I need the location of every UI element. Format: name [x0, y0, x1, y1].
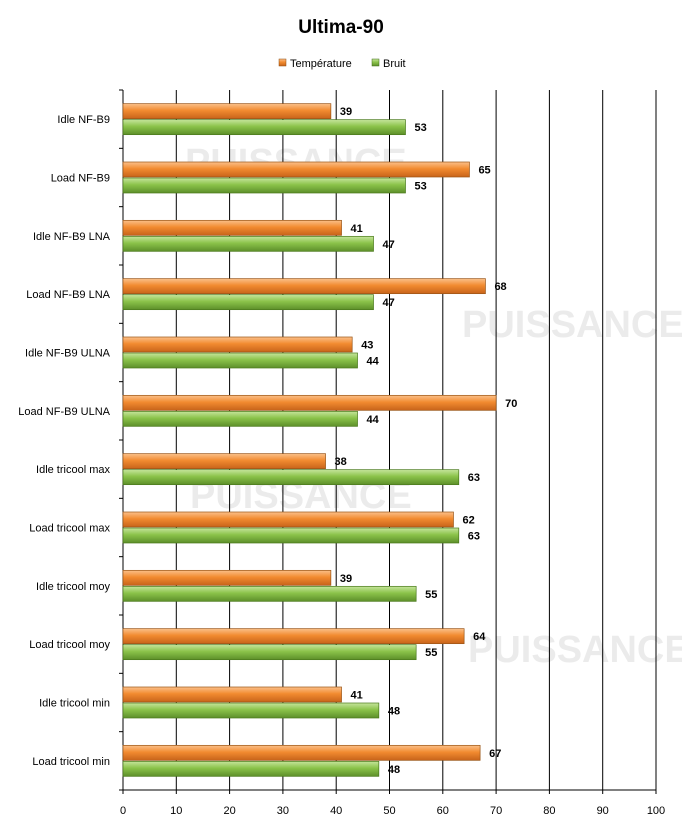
x-tick-label: 40	[330, 805, 342, 817]
data-label-bruit: 53	[414, 122, 426, 134]
legend-swatch-bruit	[371, 58, 380, 67]
bar-temperature	[122, 103, 332, 120]
bar-temperature	[122, 511, 454, 528]
data-label-temperature: 38	[335, 456, 347, 468]
data-label-temperature: 39	[340, 573, 352, 585]
category-label: Idle tricool moy	[36, 581, 110, 593]
bar-bruit	[122, 294, 374, 311]
x-tick-label: 100	[647, 805, 665, 817]
data-label-bruit: 63	[468, 472, 480, 484]
bar-bruit	[122, 527, 460, 544]
data-label-bruit: 44	[367, 414, 380, 426]
x-tick-label: 80	[543, 805, 555, 817]
bar-temperature	[122, 336, 353, 353]
bar-bruit	[122, 235, 374, 252]
watermark-text: PUISSANCE	[468, 629, 682, 671]
category-label: Idle tricool min	[39, 698, 110, 710]
x-tick-label: 60	[437, 805, 449, 817]
bar-temperature	[122, 744, 481, 761]
category-label: Load tricool max	[29, 523, 110, 535]
bar-bruit	[122, 585, 417, 602]
plot-area: 0 10 20 30 40 50 60 70 80 90 100 Idle NF-B9 39 53 Load…	[18, 89, 665, 817]
bar-temperature	[122, 686, 342, 703]
category-label: Idle NF-B9 LNA	[33, 231, 111, 243]
bar-bruit	[122, 644, 417, 661]
x-tick-label: 0	[120, 805, 126, 817]
data-label-bruit: 44	[367, 356, 380, 368]
category-label: Load tricool min	[32, 756, 110, 768]
watermark-group: PUISSANCEPUISSANCEPUISSANCEPUISSANCE	[185, 142, 682, 671]
bar-bruit	[122, 410, 358, 427]
data-label-bruit: 48	[388, 706, 400, 718]
chart-title: Ultima-90	[298, 17, 384, 38]
bar-bruit	[122, 469, 460, 486]
bar-temperature	[122, 394, 497, 411]
bar-bruit	[122, 352, 358, 369]
category-label: Idle NF-B9	[57, 114, 110, 126]
watermark-text: PUISSANCE	[462, 304, 682, 346]
data-label-temperature: 67	[489, 748, 501, 760]
bar-temperature	[122, 628, 465, 645]
data-label-bruit: 48	[388, 764, 400, 776]
category-label: Load NF-B9	[51, 173, 110, 185]
data-label-bruit: 55	[425, 647, 437, 659]
data-label-bruit: 55	[425, 589, 437, 601]
x-tick-label: 20	[223, 805, 235, 817]
bar-temperature	[122, 219, 342, 236]
x-tick-label: 50	[383, 805, 395, 817]
x-tick-label: 90	[597, 805, 609, 817]
category-label: Idle tricool max	[36, 464, 110, 476]
legend-swatch-temperature	[278, 58, 287, 67]
data-label-temperature: 70	[505, 398, 517, 410]
data-label-temperature: 39	[340, 106, 352, 118]
legend-label-bruit: Bruit	[383, 58, 406, 70]
x-tick-label: 10	[170, 805, 182, 817]
bar-bruit	[122, 760, 380, 777]
data-label-temperature: 64	[473, 631, 486, 643]
category-label: Load NF-B9 LNA	[26, 289, 110, 301]
legend-label-temperature: Température	[290, 58, 352, 70]
category-label: Load tricool moy	[29, 639, 110, 651]
x-tick-label: 70	[490, 805, 502, 817]
data-label-temperature: 62	[462, 515, 474, 527]
data-label-bruit: 63	[468, 531, 480, 543]
data-label-bruit: 47	[383, 239, 395, 251]
bar-bruit	[122, 119, 406, 136]
bar-bruit	[122, 702, 380, 719]
bar-temperature	[122, 278, 486, 295]
data-label-bruit: 47	[383, 297, 395, 309]
bar-bruit	[122, 177, 406, 194]
category-label: Load NF-B9 ULNA	[18, 406, 110, 418]
data-label-temperature: 41	[351, 223, 363, 235]
category-label: Idle NF-B9 ULNA	[25, 348, 111, 360]
bar-temperature	[122, 161, 470, 178]
data-label-temperature: 65	[478, 165, 490, 177]
data-label-bruit: 53	[414, 181, 426, 193]
data-label-temperature: 43	[361, 340, 373, 352]
data-label-temperature: 68	[494, 281, 506, 293]
bar-temperature	[122, 453, 326, 470]
data-label-temperature: 41	[351, 690, 363, 702]
x-tick-label: 30	[277, 805, 289, 817]
bar-temperature	[122, 569, 332, 586]
legend: Température Bruit	[278, 58, 406, 70]
